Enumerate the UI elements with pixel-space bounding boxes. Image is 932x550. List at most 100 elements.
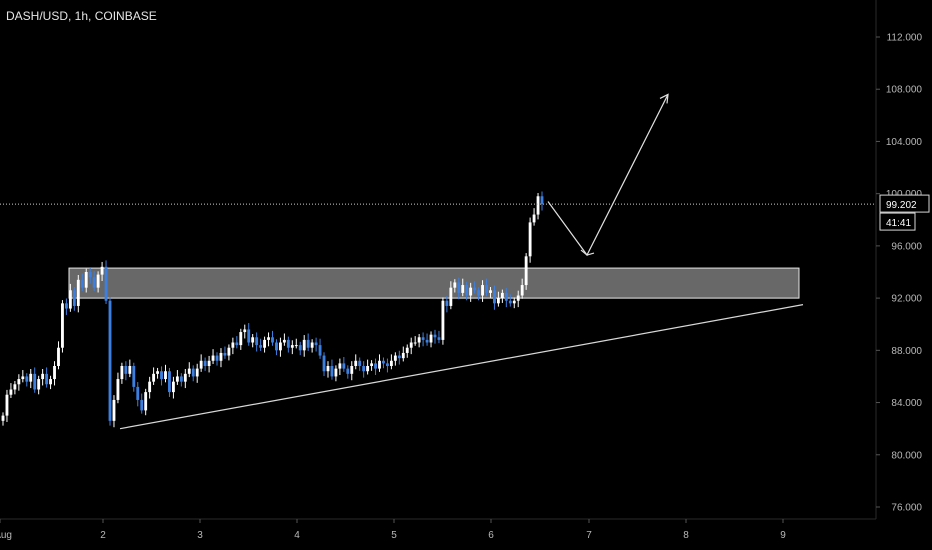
candle-up (290, 345, 294, 348)
candle-up (195, 368, 199, 377)
y-tick-label: 80.000 (891, 450, 922, 461)
candle-up (116, 379, 120, 400)
ascending-trendline (119, 304, 804, 430)
candle-down (136, 386, 140, 400)
candle-down (386, 363, 389, 366)
x-tick-label: 6 (488, 530, 494, 541)
y-tick-label: 104.000 (886, 137, 923, 148)
candle-up (17, 379, 21, 385)
candle-down (437, 337, 441, 340)
candle-up (354, 360, 358, 366)
candle-down (247, 329, 251, 343)
candle-up (199, 360, 203, 369)
candle-up (536, 196, 540, 215)
candle-up (41, 373, 45, 380)
candle-up (393, 355, 397, 361)
candle-up (453, 282, 457, 288)
countdown-tag (879, 212, 916, 231)
candle-up (68, 290, 72, 309)
candle-up (417, 337, 421, 343)
candle-down (473, 287, 477, 291)
candle-up (449, 287, 453, 306)
candle-up (156, 371, 159, 374)
candle-up (326, 366, 330, 372)
last-price-tag (879, 194, 930, 213)
candle-down (421, 337, 425, 340)
candle-down (275, 342, 278, 351)
candle-down (477, 290, 481, 296)
candle-down (358, 360, 362, 366)
x-tick-label: 4 (294, 530, 300, 541)
candle-up (144, 392, 148, 411)
candle-down (132, 366, 136, 387)
candle-up (302, 339, 306, 351)
candle-down (362, 366, 366, 372)
candle-down (286, 339, 290, 348)
candle-up (267, 337, 270, 340)
candle-down (314, 342, 318, 346)
candle-down (235, 342, 239, 346)
candle-up (183, 373, 187, 382)
candle-up (231, 342, 235, 348)
candle-up (219, 352, 223, 361)
x-tick-label: 3 (197, 530, 203, 541)
candle-up (489, 290, 492, 293)
candle-up (61, 303, 64, 348)
candle-down (425, 339, 429, 343)
candle-down (259, 345, 263, 348)
candle-down (540, 196, 544, 205)
candle-up (187, 368, 191, 374)
candle-down (45, 373, 49, 385)
candle-down (108, 300, 112, 421)
candle-up (84, 272, 88, 288)
candle-up (524, 256, 528, 286)
candle-up (405, 347, 409, 353)
chart-title: DASH/USD, 1h, COINBASE (6, 9, 157, 23)
candle-up (413, 342, 417, 344)
x-tick-label: Aug (0, 530, 12, 541)
y-tick-label: 76.000 (891, 503, 922, 514)
projection-path (547, 94, 669, 257)
candle-up (128, 366, 132, 374)
candle-up (263, 339, 267, 348)
candle-down (88, 272, 92, 278)
pivot-mark (580, 249, 595, 256)
support-zone-layer (68, 267, 800, 299)
y-tick-label: 92.000 (891, 294, 922, 305)
candle-up (520, 285, 524, 296)
candle-up (441, 300, 445, 340)
candle-down (223, 352, 227, 356)
candle-up (112, 399, 116, 421)
y-tick-label: 96.000 (891, 241, 922, 252)
candle-down (92, 277, 96, 288)
candle-up (500, 292, 504, 299)
candle-up (21, 376, 25, 380)
candle-up (53, 366, 56, 380)
candle-up (532, 214, 536, 223)
candle-up (37, 379, 41, 390)
candle-down (445, 300, 449, 306)
candle-down (374, 363, 377, 369)
candle-up (57, 347, 60, 366)
candle-up (239, 332, 243, 346)
candle-down (485, 285, 488, 293)
candle-up (9, 389, 13, 395)
candle-up (96, 274, 100, 288)
x-tick-label: 2 (100, 530, 106, 541)
candle-down (215, 355, 219, 361)
x-tick-label: 9 (780, 530, 786, 541)
candle-up (282, 339, 286, 343)
candle-up (401, 352, 405, 359)
candle-down (346, 368, 350, 374)
candle-up (152, 373, 156, 382)
candles (1, 191, 544, 428)
candle-down (168, 371, 171, 393)
candle-down (64, 303, 68, 309)
candle-up (528, 222, 532, 257)
candle-up (211, 355, 215, 361)
candle-up (389, 360, 393, 366)
candle-down (493, 290, 496, 304)
candle-up (164, 371, 167, 380)
candle-down (318, 345, 322, 356)
